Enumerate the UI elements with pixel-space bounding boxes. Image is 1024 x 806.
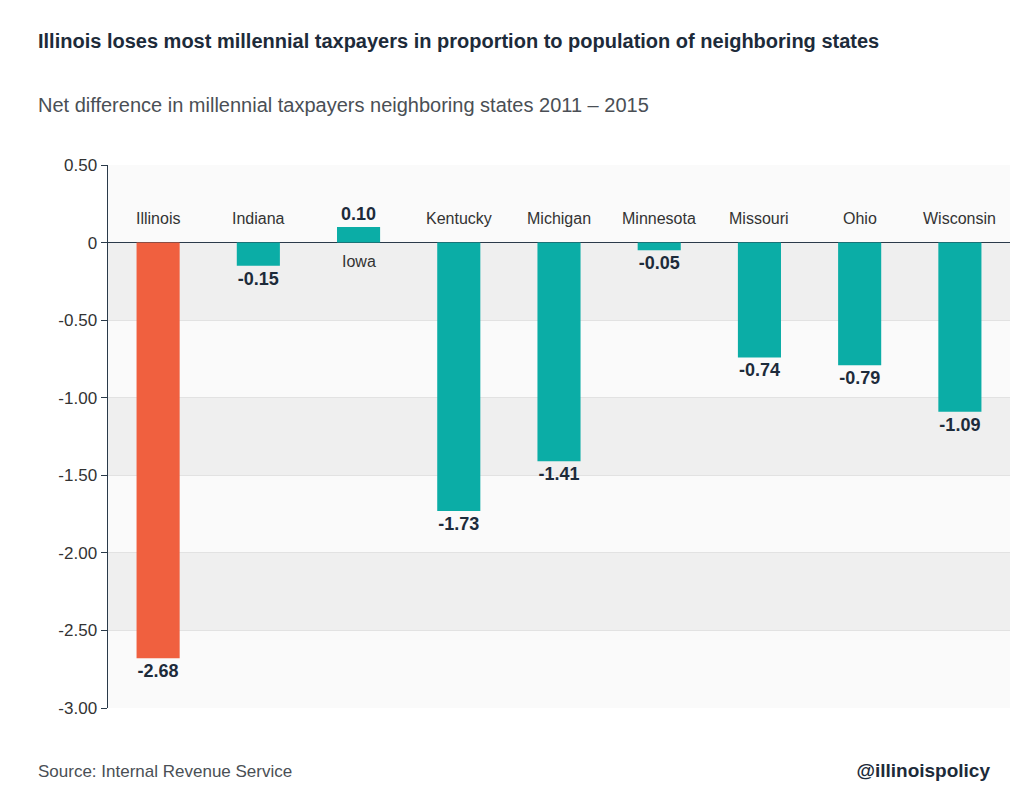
svg-text:-0.15: -0.15	[238, 269, 279, 289]
svg-text:Illinois: Illinois	[136, 210, 180, 227]
svg-text:-0.74: -0.74	[739, 360, 780, 380]
svg-text:-0.05: -0.05	[639, 253, 680, 273]
html-text:Illinois loses most millennial: Illinois loses most millennial taxpayers…	[38, 30, 880, 52]
svg-text:-2.68: -2.68	[138, 661, 179, 681]
svg-text:-1.41: -1.41	[538, 464, 579, 484]
svg-text:0.50: 0.50	[64, 156, 97, 175]
svg-text:Missouri: Missouri	[729, 210, 789, 227]
svg-text:-1.00: -1.00	[58, 389, 97, 408]
svg-text:-2.00: -2.00	[58, 544, 97, 563]
svg-text:0: 0	[88, 234, 97, 253]
svg-text:-0.79: -0.79	[839, 368, 880, 388]
svg-text:Iowa: Iowa	[342, 253, 376, 270]
html-text:Source: Internal Revenue Servi: Source: Internal Revenue Service	[38, 762, 293, 781]
svg-text:-1.73: -1.73	[438, 514, 479, 534]
svg-text:Wisconsin: Wisconsin	[923, 210, 996, 227]
svg-text:-1.09: -1.09	[939, 415, 980, 435]
svg-text:-0.50: -0.50	[58, 311, 97, 330]
html-text:@illinoispolicy: @illinoispolicy	[856, 760, 990, 781]
html-text:Net difference in millennial t: Net difference in millennial taxpayers n…	[38, 94, 649, 116]
svg-text:-1.50: -1.50	[58, 466, 97, 485]
svg-text:Indiana: Indiana	[232, 210, 285, 227]
svg-text:Minnesota: Minnesota	[622, 210, 696, 227]
svg-text:Ohio: Ohio	[843, 210, 877, 227]
svg-text:0.10: 0.10	[341, 204, 376, 224]
svg-text:-2.50: -2.50	[58, 621, 97, 640]
svg-text:Michigan: Michigan	[527, 210, 591, 227]
svg-text:Kentucky: Kentucky	[426, 210, 492, 227]
svg-text:-3.00: -3.00	[58, 699, 97, 718]
